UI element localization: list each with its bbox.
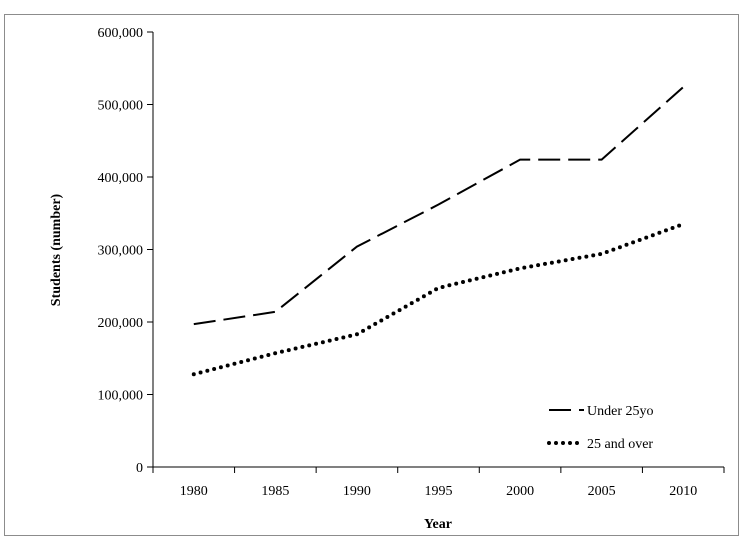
series-line-under-25yo: [193, 86, 684, 326]
y-tick-label: 500,000: [98, 99, 144, 114]
x-tick-label: 2000: [506, 484, 534, 499]
series-line-25-and-over: [191, 222, 686, 377]
y-tick-label: 100,000: [98, 389, 144, 404]
y-tick-label: 200,000: [98, 316, 144, 331]
y-tick-label: 0: [136, 461, 143, 476]
legend-label-25-and-over: 25 and over: [587, 437, 653, 452]
x-tick-label: 1985: [261, 484, 289, 499]
x-axis-ticks: 1980 1985 1990 1995 2000 2005 2010: [152, 467, 725, 499]
series-layer: [191, 86, 686, 377]
x-tick-label: 1990: [343, 484, 371, 499]
legend-label-under-25yo: Under 25yo: [587, 404, 654, 419]
y-tick-label: 600,000: [98, 26, 144, 41]
x-tick-label: 1995: [425, 484, 453, 499]
legend: Under 25yo 25 and over: [547, 404, 654, 452]
axes: [152, 32, 724, 468]
x-tick-label: 2010: [669, 484, 697, 499]
x-axis-title: Year: [424, 517, 452, 532]
chart-frame: [4, 14, 739, 536]
y-axis-ticks: 0 100,000 200,000 300,000 400,000 500,000 600,…: [98, 26, 153, 476]
y-tick-label: 400,000: [98, 171, 144, 186]
y-axis-title: Students (number): [49, 193, 64, 306]
x-tick-label: 1980: [180, 484, 208, 499]
x-tick-label: 2005: [588, 484, 616, 499]
y-tick-label: 300,000: [98, 244, 144, 259]
